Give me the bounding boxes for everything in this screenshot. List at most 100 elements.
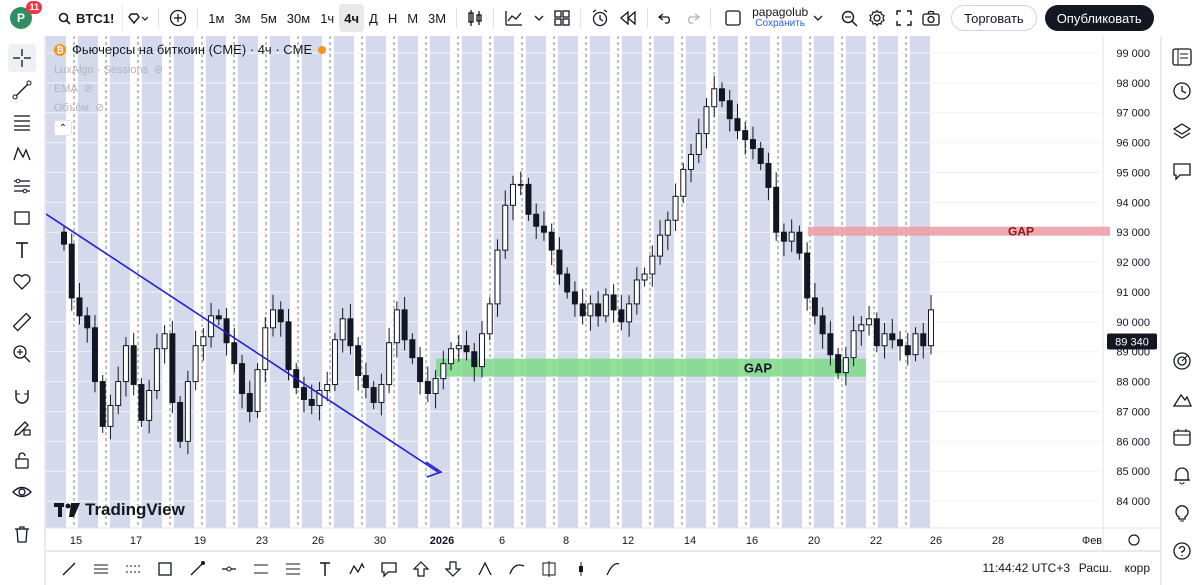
draw-mode-tool[interactable] <box>8 414 36 442</box>
interval-5[interactable]: 4ч <box>339 4 364 32</box>
forecast-icon <box>14 178 30 194</box>
alerts-button[interactable] <box>1169 78 1195 104</box>
save-layout[interactable]: papagolub Сохранить <box>752 6 808 30</box>
pattern-tool[interactable] <box>8 140 36 168</box>
help-button[interactable] <box>1169 538 1195 564</box>
bottom-tool-0[interactable] <box>56 556 82 582</box>
tradingview-logo[interactable]: TradingView <box>54 500 185 520</box>
x-tick-label: 16 <box>746 535 758 547</box>
layout-button[interactable] <box>720 4 746 32</box>
extended-hours-toggle[interactable]: Расш. <box>1078 561 1112 575</box>
alert-button[interactable] <box>586 4 614 32</box>
symbol-search[interactable]: BTC1! <box>50 4 124 32</box>
heart-icon <box>13 274 31 290</box>
publish-button[interactable]: Опубликовать <box>1044 5 1154 31</box>
collapse-legend-button[interactable]: ⌃ <box>54 120 72 136</box>
interval-7[interactable]: Н <box>387 10 398 26</box>
bottom-tool-13[interactable] <box>472 556 498 582</box>
bottom-tool-5[interactable] <box>216 556 242 582</box>
chat-button[interactable] <box>1169 158 1195 184</box>
zoom-tool[interactable] <box>8 340 36 368</box>
bottom-tool-3[interactable] <box>152 556 178 582</box>
shapes-tool[interactable] <box>8 204 36 232</box>
interval-9[interactable]: 3М <box>428 10 447 26</box>
watchlist-button[interactable] <box>1169 44 1195 70</box>
fullscreen-button[interactable] <box>891 4 917 32</box>
indicators-button[interactable] <box>499 4 529 32</box>
bottom-tool-16[interactable] <box>568 556 594 582</box>
toolbar-divider <box>158 8 160 28</box>
eye-hidden-icon[interactable]: ⊘ <box>95 102 105 114</box>
bottom-tool-10[interactable] <box>376 556 402 582</box>
interval-8[interactable]: М <box>407 10 419 26</box>
bottom-tool-1[interactable] <box>88 556 114 582</box>
lock-tool[interactable] <box>8 446 36 474</box>
bottom-tool-2[interactable] <box>120 556 146 582</box>
fib-tool[interactable] <box>8 108 36 136</box>
chart-type-button[interactable] <box>462 4 488 32</box>
indicator-row[interactable]: LuxAlgo - Sessions ⊘ <box>54 63 326 77</box>
notifications-button[interactable] <box>1169 462 1195 488</box>
session-band <box>750 36 770 528</box>
chart-area[interactable]: 84 000 85 000 86 000 87 000 88 000 89 000 90 0… <box>46 36 1160 550</box>
visibility-tool[interactable] <box>8 478 36 506</box>
trend-line-tool[interactable] <box>8 76 36 104</box>
eye-hidden-icon[interactable]: ⊘ <box>154 64 164 76</box>
lightbulb-button[interactable] <box>1169 500 1195 526</box>
bottom-tool-6[interactable] <box>248 556 274 582</box>
interval-6[interactable]: Д <box>369 10 378 26</box>
axis-settings-gear-icon[interactable] <box>1128 534 1140 546</box>
bottom-tool-14[interactable] <box>504 556 530 582</box>
layers-button[interactable] <box>1169 118 1195 144</box>
user-avatar[interactable]: P 11 <box>10 1 42 29</box>
quick-search-button[interactable] <box>836 4 863 32</box>
adjust-toggle[interactable]: корр <box>1124 561 1150 575</box>
replay-button[interactable] <box>614 4 642 32</box>
trendline[interactable] <box>46 213 439 473</box>
undo-button[interactable] <box>653 4 679 32</box>
interval-0[interactable]: 1м <box>208 10 225 26</box>
hotlist-button[interactable] <box>1169 348 1195 374</box>
interval-1[interactable]: 3м <box>234 10 251 26</box>
bottom-tool-4[interactable] <box>184 556 210 582</box>
gap-zone-lower[interactable] <box>436 358 866 377</box>
favorites-tool[interactable] <box>8 268 36 296</box>
bottom-tool-17[interactable] <box>600 556 626 582</box>
gap-zone-upper[interactable] <box>808 226 1110 236</box>
bottom-tool-7[interactable] <box>280 556 306 582</box>
bottom-tool-9[interactable] <box>344 556 370 582</box>
magnet-tool[interactable] <box>8 382 36 410</box>
ideas-button[interactable] <box>1169 386 1195 412</box>
indicators-dropdown[interactable] <box>529 4 549 32</box>
settings-button[interactable] <box>863 4 891 32</box>
price-chart[interactable]: 84 000 85 000 86 000 87 000 88 000 89 000 90 0… <box>46 36 1160 550</box>
utc-clock[interactable]: 11:44:42 UTC+3 <box>982 561 1071 575</box>
indicator-row[interactable]: EMA ⊘ <box>54 82 326 96</box>
delete-tool[interactable] <box>8 520 36 548</box>
bottom-tool-11[interactable] <box>408 556 434 582</box>
forecast-tool[interactable] <box>8 172 36 200</box>
alarm-clock-icon <box>592 9 608 27</box>
trade-button[interactable]: Торговать <box>951 5 1037 31</box>
bottom-tool-8[interactable] <box>312 556 338 582</box>
interval-4[interactable]: 1ч <box>320 10 335 26</box>
redo-button[interactable] <box>679 4 705 32</box>
candle-down <box>773 186 780 233</box>
add-symbol-button[interactable] <box>164 4 192 32</box>
interval-2[interactable]: 5м <box>260 10 277 26</box>
ruler-tool[interactable] <box>8 308 36 336</box>
x-tick-label: 26 <box>930 535 942 547</box>
text-tool[interactable] <box>8 236 36 264</box>
crosshair-tool[interactable] <box>8 44 36 72</box>
interval-3[interactable]: 30м <box>286 10 311 26</box>
snapshot-button[interactable] <box>917 4 945 32</box>
layout-dropdown[interactable] <box>808 4 828 32</box>
bottom-tool-15[interactable] <box>536 556 562 582</box>
bottom-tool-12[interactable] <box>440 556 466 582</box>
eye-hidden-icon[interactable]: ⊘ <box>83 83 94 95</box>
compare-button[interactable] <box>123 4 153 32</box>
templates-button[interactable] <box>549 4 575 32</box>
legend-title[interactable]: Фьючерсы на биткоин (CME) · 4ч · CME <box>72 42 313 57</box>
indicator-row[interactable]: Объём ⊘ <box>54 101 326 115</box>
calendar-button[interactable] <box>1169 424 1195 450</box>
